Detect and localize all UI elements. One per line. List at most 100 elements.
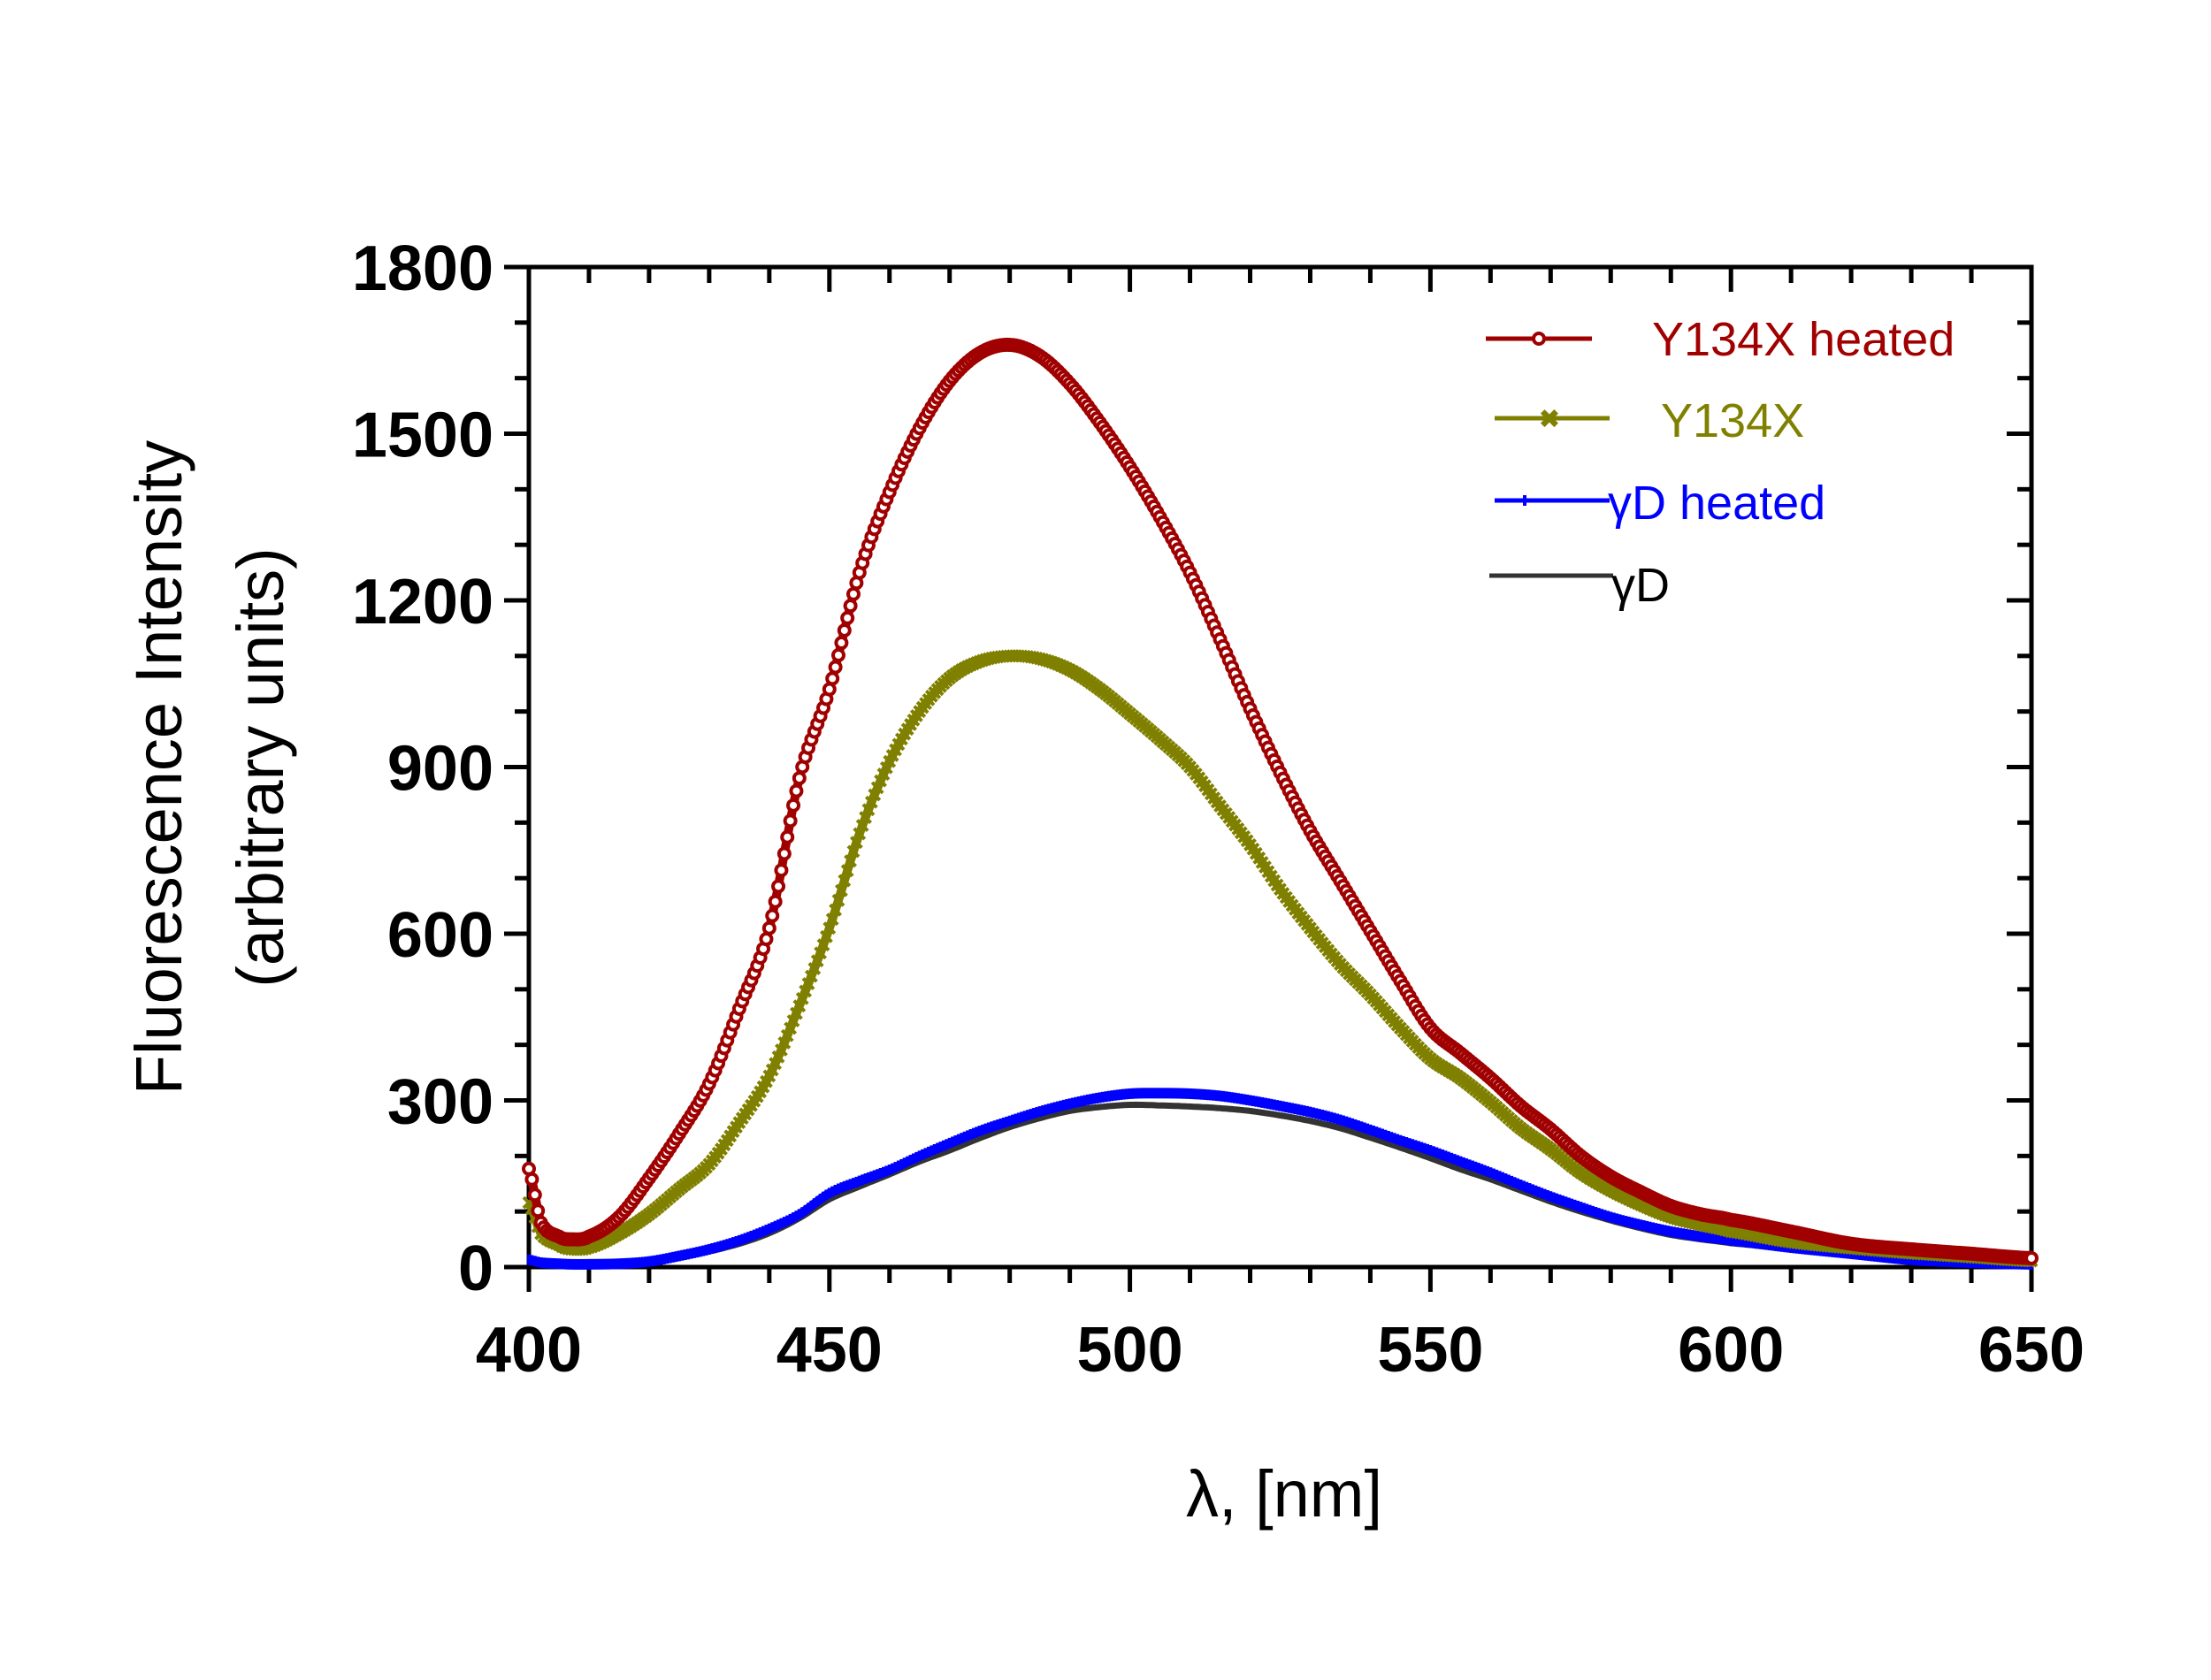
data-point (1690, 1229, 1695, 1241)
data-point (1549, 1191, 1553, 1203)
y-tick-label: 1200 (352, 567, 493, 638)
data-point (1570, 1198, 1574, 1210)
data-point (902, 1157, 907, 1169)
data-point (1564, 1196, 1568, 1208)
data-point (1158, 1088, 1162, 1099)
data-point (1774, 1240, 1779, 1251)
data-point (1368, 1124, 1373, 1135)
data-point (2024, 1250, 2039, 1265)
data-point (1680, 1228, 1685, 1240)
data-point (662, 1253, 666, 1264)
data-point (1326, 1111, 1330, 1122)
data-point (866, 1172, 870, 1183)
data-point (975, 1126, 979, 1138)
data-point (761, 1226, 766, 1237)
data-point (1052, 1102, 1057, 1113)
data-point (1089, 1094, 1093, 1105)
data-point (1590, 1205, 1595, 1217)
data-point (1125, 1088, 1129, 1100)
data-point (990, 1121, 994, 1133)
data-point (596, 1258, 601, 1270)
data-point (1768, 1240, 1772, 1251)
data-point (601, 1258, 606, 1270)
data-point (1110, 1090, 1114, 1102)
data-point (822, 921, 837, 935)
data-point (527, 1187, 542, 1203)
data-point (1650, 1222, 1655, 1233)
data-point (1470, 1160, 1474, 1172)
data-point (1515, 1178, 1519, 1189)
data-point (840, 864, 854, 878)
data-point (1320, 1109, 1325, 1120)
data-point (1347, 1117, 1351, 1128)
data-point (1257, 1096, 1261, 1108)
data-point (1149, 1088, 1153, 1099)
x-axis-title: λ, [nm] (1186, 1457, 1382, 1531)
data-point (1155, 1088, 1159, 1099)
data-point (1705, 1232, 1710, 1243)
x-tick-label: 600 (1678, 1315, 1784, 1386)
data-point (1939, 1256, 1944, 1267)
data-point (728, 1238, 732, 1249)
data-point (1443, 1150, 1448, 1162)
data-point (1594, 1206, 1598, 1218)
data-point (707, 1243, 711, 1255)
y-tick-label: 900 (387, 734, 493, 805)
data-point (1242, 1094, 1246, 1105)
x-tick-label: 450 (777, 1315, 883, 1386)
data-point (1140, 1088, 1144, 1099)
data-point (1500, 1172, 1504, 1183)
data-point (1080, 1096, 1084, 1107)
data-point (650, 1256, 654, 1267)
legend-item-y134x: ✖ Y134X (1495, 394, 1804, 447)
data-point (1771, 1240, 1775, 1251)
data-point (1870, 1250, 1874, 1262)
data-point (629, 1257, 633, 1269)
data-point (825, 913, 839, 927)
data-point (584, 1258, 588, 1270)
data-point (1136, 1088, 1141, 1099)
data-point (1308, 1106, 1312, 1118)
legend-label-gammad-heated: γD heated (1608, 477, 1825, 530)
data-point (1740, 1236, 1745, 1248)
data-point (1314, 1108, 1319, 1119)
data-point (1729, 1234, 1733, 1246)
data-point (1630, 1217, 1634, 1228)
legend-marker-x-mark: ✖ (1538, 404, 1560, 435)
data-point (1411, 1139, 1415, 1150)
data-point (1160, 1088, 1165, 1099)
data-point (1323, 1110, 1327, 1121)
data-point (896, 1160, 900, 1172)
data-point (971, 1127, 975, 1139)
data-point (953, 1135, 958, 1147)
data-point (1185, 1088, 1190, 1099)
data-point (843, 599, 858, 614)
data-point (710, 1243, 715, 1255)
data-point (1311, 1107, 1315, 1119)
data-point (960, 1133, 964, 1144)
data-point (1215, 1090, 1220, 1102)
data-point (1867, 1250, 1871, 1262)
legend: Y134X heated ✖ Y134X γD heated γD (1486, 313, 1955, 612)
data-point (936, 1142, 940, 1154)
data-point (1600, 1209, 1604, 1220)
data-point (1035, 1107, 1039, 1119)
data-point (1894, 1253, 1899, 1264)
legend-label-y134x: Y134X (1661, 394, 1804, 447)
data-point (1016, 1112, 1021, 1124)
data-point (1067, 1098, 1072, 1110)
data-point (906, 1156, 910, 1167)
data-point (1263, 1097, 1267, 1109)
data-point (1230, 1092, 1235, 1103)
data-point (1732, 1235, 1736, 1247)
data-point (831, 893, 845, 907)
data-point (1497, 1171, 1502, 1182)
data-point (1560, 1195, 1565, 1207)
data-point (1290, 1103, 1295, 1114)
data-point (947, 1137, 952, 1149)
data-point (941, 1140, 945, 1151)
data-point (1362, 1122, 1366, 1134)
data-point (560, 1258, 564, 1270)
data-point (746, 1232, 751, 1243)
data-point (1151, 1088, 1156, 1099)
